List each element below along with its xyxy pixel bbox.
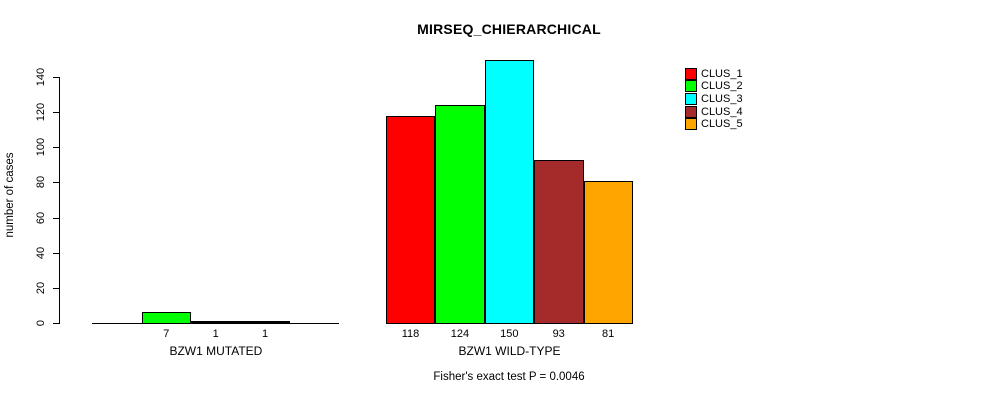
bar-zero xyxy=(290,322,340,324)
legend-swatch xyxy=(685,105,697,118)
y-axis-label: number of cases xyxy=(4,152,16,238)
y-axis-tick-label: 100 xyxy=(34,137,47,157)
y-axis-tick-label: 20 xyxy=(34,281,47,295)
fisher-test-annotation: Fisher's exact test P = 0.0046 xyxy=(433,371,585,383)
chart-title: MIRSEQ_CHIERARCHICAL xyxy=(417,21,601,37)
bar-value-label: 7 xyxy=(163,328,170,340)
y-axis-tick-label: 80 xyxy=(34,176,47,189)
bar-value-label: 150 xyxy=(500,328,519,340)
y-axis-tick-label: 140 xyxy=(34,67,47,86)
bar xyxy=(386,116,436,325)
bar-value-label: 81 xyxy=(601,328,615,340)
bar xyxy=(141,312,192,325)
bar xyxy=(191,321,241,325)
legend-swatch xyxy=(685,67,697,80)
y-axis-tick xyxy=(52,111,59,113)
bar-value-label: 124 xyxy=(450,328,470,340)
legend-label: CLUS_1 xyxy=(701,67,743,80)
bar xyxy=(583,181,633,325)
x-axis-group-label: BZW1 MUTATED xyxy=(169,344,263,358)
legend-label: CLUS_2 xyxy=(701,80,743,93)
y-axis-tick-label: 60 xyxy=(34,211,47,224)
legend-label: CLUS_5 xyxy=(701,118,743,131)
y-axis-tick xyxy=(52,147,59,149)
bar xyxy=(534,160,584,325)
bar-zero xyxy=(92,322,142,324)
legend-label: CLUS_3 xyxy=(701,92,743,105)
legend-swatch xyxy=(685,80,697,93)
y-axis-tick-label: 0 xyxy=(34,320,47,327)
y-axis-tick-label: 40 xyxy=(34,246,47,259)
bar-value-label: 1 xyxy=(262,328,269,340)
y-axis-tick xyxy=(52,76,59,78)
y-axis-tick xyxy=(52,288,59,290)
bar xyxy=(435,105,485,325)
bar-value-label: 1 xyxy=(212,328,219,340)
bar-value-label: 93 xyxy=(552,328,565,340)
legend-swatch xyxy=(685,92,697,105)
bar xyxy=(484,60,535,325)
y-axis-tick xyxy=(52,252,59,254)
bar xyxy=(240,321,290,325)
x-axis-group-label: BZW1 WILD-TYPE xyxy=(458,344,561,358)
bar-value-label: 118 xyxy=(401,328,420,340)
y-axis-tick xyxy=(52,217,59,219)
legend-label: CLUS_4 xyxy=(701,105,743,118)
y-axis-tick xyxy=(52,323,59,325)
legend-swatch xyxy=(685,118,697,131)
y-axis-line xyxy=(58,76,60,325)
y-axis-tick-label: 120 xyxy=(34,102,47,122)
y-axis-tick xyxy=(52,182,59,184)
